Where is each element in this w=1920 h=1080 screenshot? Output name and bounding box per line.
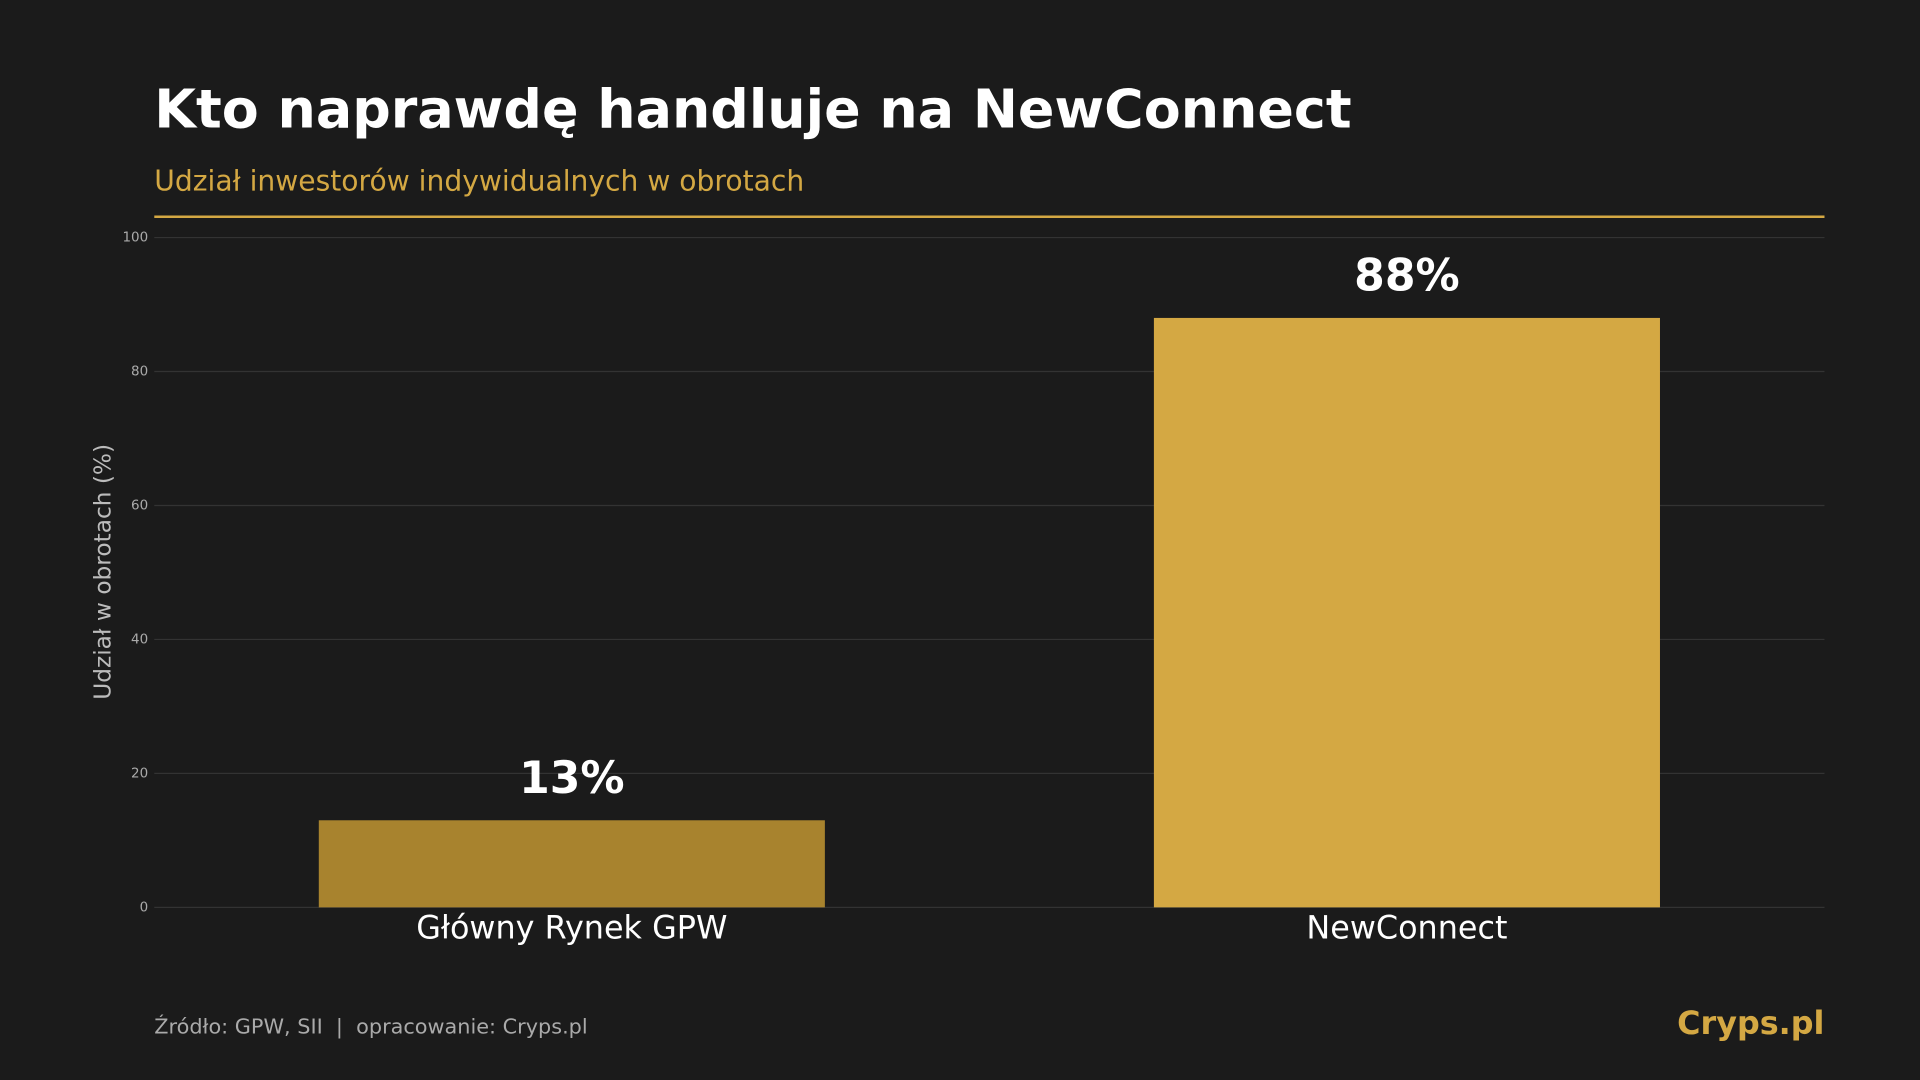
chart-title: Kto naprawdę handluje na NewConnect	[154, 77, 1351, 140]
y-axis-label: Udział w obrotach (%)	[90, 444, 117, 700]
y-tick-label: 60	[131, 498, 148, 513]
value-label: 88%	[1354, 251, 1460, 302]
chart-subtitle: Udział inwestorów indywidualnych w obrot…	[154, 164, 804, 197]
x-tick-label: Główny Rynek GPW	[416, 908, 727, 946]
y-tick-label: 100	[122, 231, 148, 246]
y-tick-label: 20	[131, 766, 148, 781]
bar	[1153, 317, 1660, 908]
y-tick-label: 80	[131, 365, 148, 380]
bar	[318, 820, 825, 908]
source-note: Źródło: GPW, SII | opracowanie: Cryps.pl	[154, 1013, 587, 1039]
y-tick-label: 0	[140, 900, 149, 915]
y-tick-label: 40	[131, 632, 148, 647]
value-label: 13%	[519, 753, 625, 804]
brand: Cryps.pl	[1677, 1004, 1824, 1042]
x-tick-label: NewConnect	[1306, 908, 1507, 946]
